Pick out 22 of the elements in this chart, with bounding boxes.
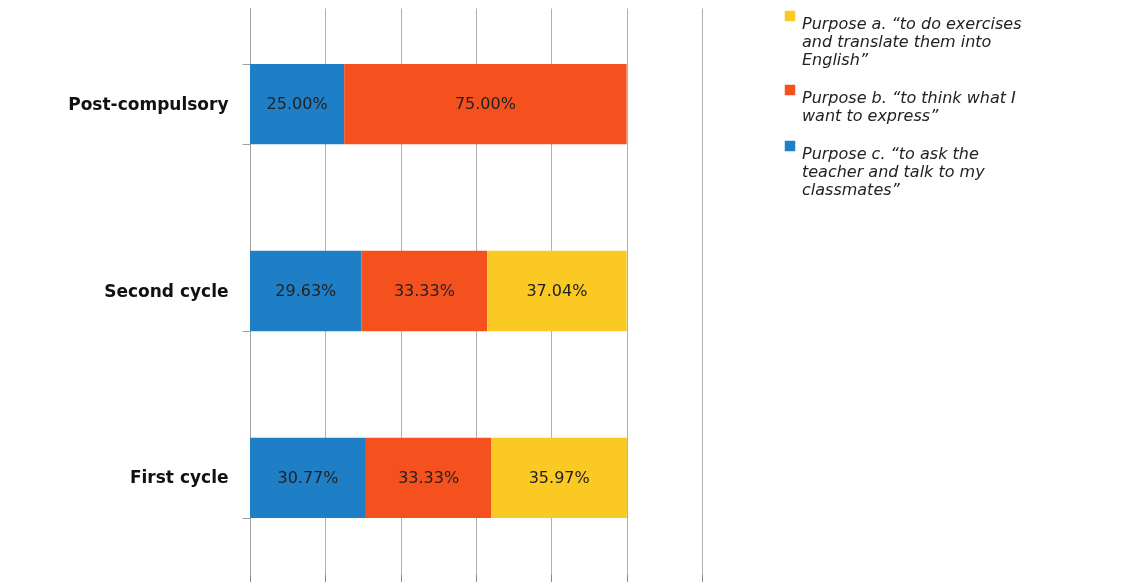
y-tick-label: Post-compulsory: [68, 93, 229, 114]
data-label: 29.63%: [275, 281, 337, 300]
bar: [250, 437, 366, 518]
y-tick-label: First cycle: [129, 467, 229, 488]
bar: [250, 250, 362, 332]
bar: [487, 250, 627, 332]
bar: [491, 437, 627, 518]
bar: [344, 64, 627, 145]
data-label: 35.97%: [528, 467, 590, 487]
bar: [361, 250, 488, 332]
data-label: 25.00%: [266, 94, 328, 114]
data-label: 75.00%: [454, 94, 516, 114]
data-label: 30.77%: [277, 467, 339, 487]
y-tick-label: Second cycle: [104, 280, 229, 301]
legend-label: Purpose b. “to think what I want to express”: [802, 88, 1017, 125]
data-label: 37.04%: [526, 281, 588, 300]
bar: [365, 437, 492, 518]
data-label: 33.33%: [398, 467, 460, 487]
data-label: 33.33%: [393, 281, 455, 300]
legend-label: Purpose c. “to ask the teacher and talk to my classmates”: [802, 144, 986, 199]
legend-label: Purpose a. “to do exercises and translate them into English”: [802, 14, 1022, 69]
bar: [250, 64, 345, 145]
